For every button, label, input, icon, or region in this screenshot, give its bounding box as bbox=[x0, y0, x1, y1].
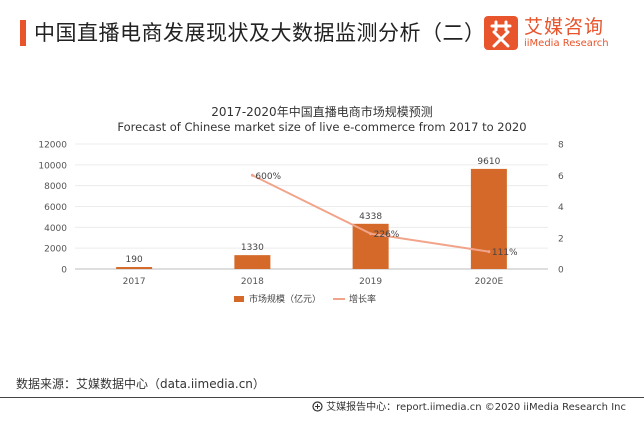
x-tick-label: 2019 bbox=[359, 277, 382, 287]
x-tick-label: 2017 bbox=[123, 277, 146, 287]
footer-credit: 艾媒报告中心：report.iimedia.cn ©2020 iiMedia R… bbox=[312, 401, 626, 415]
y-left-tick-label: 10000 bbox=[38, 161, 67, 171]
y-right-tick-label: 4 bbox=[558, 203, 564, 213]
legend-bar-swatch bbox=[234, 296, 244, 302]
bar-data-label: 190 bbox=[126, 255, 143, 265]
bar-data-label: 4338 bbox=[359, 212, 382, 222]
legend-bar-label: 市场规模（亿元） bbox=[249, 293, 321, 305]
growth-rate-point bbox=[369, 232, 373, 236]
y-left-tick-label: 6000 bbox=[44, 203, 67, 213]
growth-rate-point bbox=[487, 250, 491, 254]
y-left-tick-label: 8000 bbox=[44, 182, 67, 192]
y-left-tick-label: 2000 bbox=[44, 245, 67, 255]
data-source: 数据来源：艾媒数据中心（data.iimedia.cn） bbox=[16, 377, 265, 391]
brand-name-en: iiMedia Research bbox=[524, 38, 609, 49]
x-tick-label: 2018 bbox=[241, 277, 264, 287]
y-right-tick-label: 6 bbox=[558, 172, 564, 182]
y-right-tick-label: 0 bbox=[558, 266, 564, 276]
y-left-tick-label: 0 bbox=[61, 266, 67, 276]
bar bbox=[234, 255, 271, 269]
brand-logo-icon bbox=[484, 16, 518, 50]
growth-rate-label: 111% bbox=[492, 248, 518, 258]
brand-name-cn: 艾媒咨询 bbox=[524, 16, 605, 38]
brand-logo: 艾媒咨询 iiMedia Research bbox=[484, 16, 634, 52]
page-title: 中国直播电商发展现状及大数据监测分析（二） bbox=[34, 21, 486, 45]
y-left-tick-label: 4000 bbox=[44, 224, 67, 234]
growth-rate-label: 226% bbox=[374, 230, 400, 240]
y-right-tick-label: 2 bbox=[558, 234, 564, 244]
report-center-icon bbox=[312, 401, 323, 412]
growth-rate-label: 600% bbox=[255, 172, 281, 182]
bar bbox=[352, 223, 389, 269]
y-right-tick-label: 8 bbox=[558, 141, 564, 151]
bar-data-label: 1330 bbox=[241, 243, 264, 253]
footer-divider bbox=[0, 397, 644, 398]
x-tick-label: 2020E bbox=[475, 277, 504, 287]
growth-rate-point bbox=[250, 173, 254, 177]
bar bbox=[116, 267, 153, 269]
chart-title: 2017-2020年中国直播电商市场规模预测 bbox=[211, 104, 432, 119]
chart-subtitle: Forecast of Chinese market size of live … bbox=[117, 120, 526, 134]
title-accent-bar bbox=[20, 20, 26, 46]
bar-data-label: 9610 bbox=[477, 157, 500, 167]
footer-text: 艾媒报告中心：report.iimedia.cn ©2020 iiMedia R… bbox=[326, 402, 626, 413]
legend-line-label: 增长率 bbox=[349, 293, 376, 305]
y-left-tick-label: 12000 bbox=[38, 141, 67, 151]
